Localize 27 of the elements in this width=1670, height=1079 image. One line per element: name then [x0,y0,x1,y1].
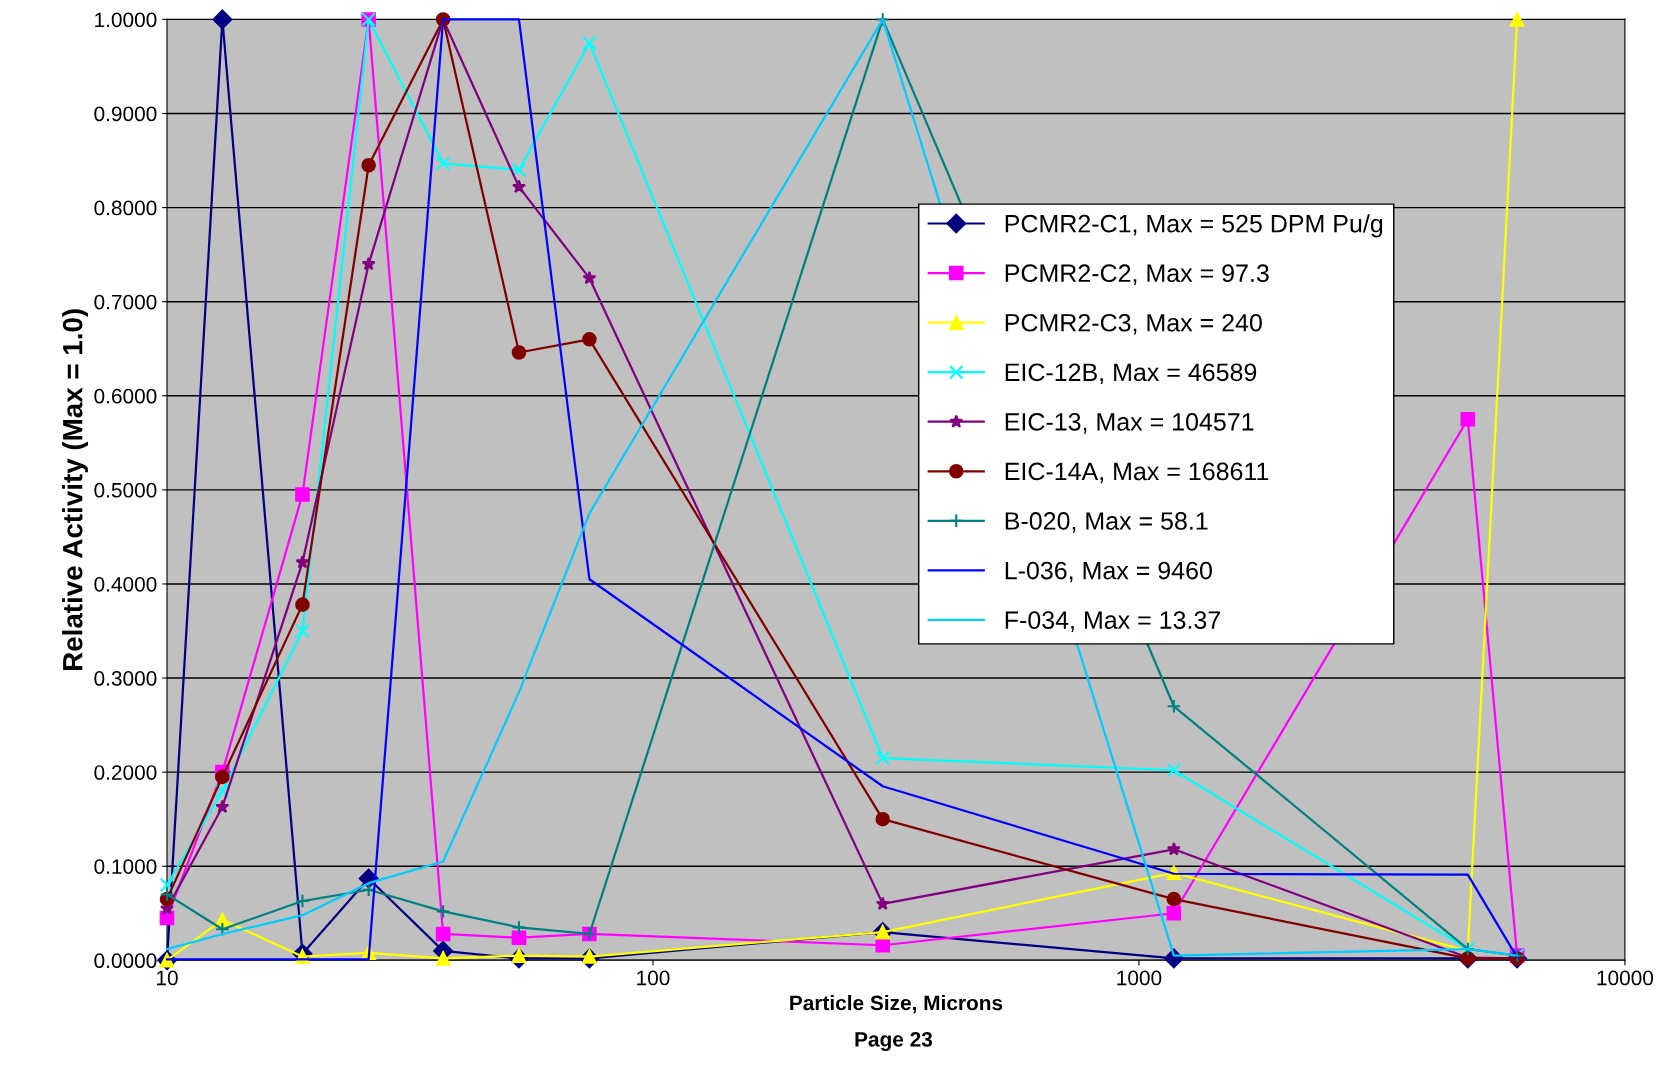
y-tick-label: 0.9000 [94,106,157,122]
legend-label: PCMR2-C1, Max = 525 DPM Pu/g [1005,214,1383,238]
legend-label: L-036, Max = 9460 [1005,561,1212,583]
legend-label: B-020, Max = 58.1 [1005,512,1208,533]
y-tick-label: 0.6000 [94,388,157,404]
y-tick-label: 0.1000 [94,859,157,874]
legend-label: EIC-14A, Max = 168611 [1005,462,1269,484]
y-tick-label: 1.0000 [95,12,157,28]
y-tick-label: 0.4000 [94,576,157,592]
y-tick-label: 0.3000 [94,671,157,686]
x-tick-label: 10000 [1597,970,1654,986]
legend-label: EIC-12B, Max = 46589 [1005,363,1257,385]
x-tick-label: 10 [157,970,178,986]
y-tick-label: 0.0000 [94,953,157,969]
legend-label: EIC-13, Max = 104571 [1005,413,1254,434]
x-axis-title: Particle Size, Microns [790,995,1003,1014]
x-tick-label: 100 [637,970,670,986]
y-tick-label: 0.2000 [94,765,157,780]
legend-label: F-034, Max = 13.37 [1005,611,1220,632]
y-tick-label: 0.8000 [94,200,157,216]
legend-label: PCMR2-C2, Max = 97.3 [1005,264,1269,285]
text: Page 23 [855,1031,933,1051]
y-tick-label: 0.7000 [94,294,157,310]
x-tick-label: 1000 [1117,970,1162,986]
legend-label: PCMR2-C3, Max = 240 [1005,313,1262,335]
y-tick-label: 0.5000 [94,482,157,498]
y-axis-title: Relative Activity (Max = 1.0) [62,309,89,671]
